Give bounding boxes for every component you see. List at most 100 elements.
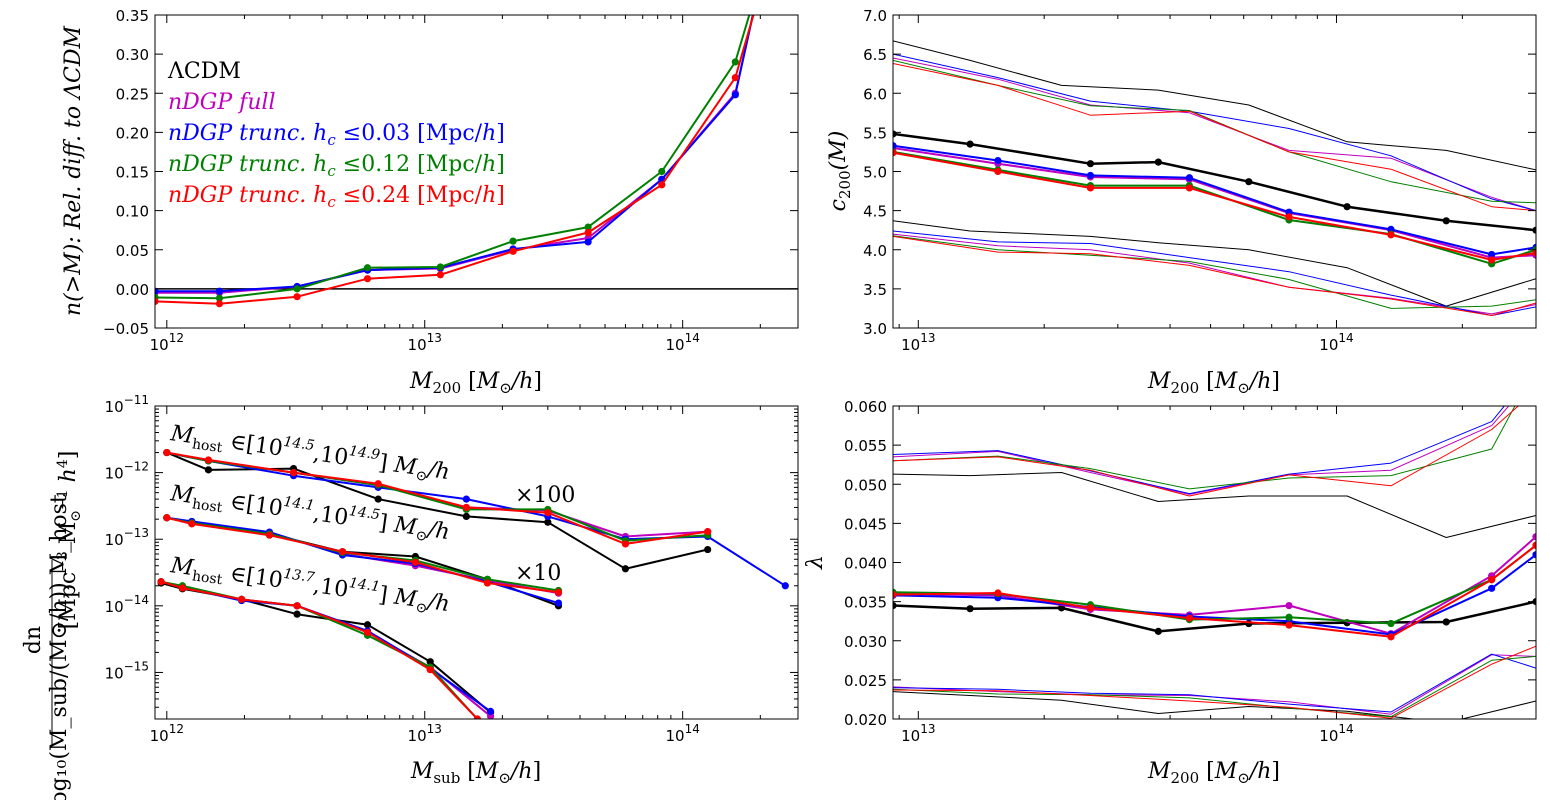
annotation: ×10: [515, 561, 561, 586]
data-point-hc003: [584, 238, 592, 246]
annotation: Mhost ∈[1013.7,1014.1] M⊙/h: [168, 550, 452, 620]
data-point-LCDM: [621, 565, 630, 573]
y-tick-label: 0.045: [844, 515, 887, 533]
data-point-hc024: [483, 579, 492, 587]
data-point-hc003: [1488, 584, 1496, 592]
y-axis-label: n(>M): Rel. diff. to ΛCDM: [61, 26, 86, 316]
data-point-hc024: [994, 167, 1002, 176]
y-tick-label: 0.050: [844, 476, 887, 494]
data-point-LCDM: [426, 658, 434, 666]
data-point-hc003: [554, 599, 563, 607]
y-tick-label: 0.020: [844, 711, 887, 729]
legend-entry-hc024: nDGP trunc. hc ≤0.24 [Mpc/h]: [168, 183, 505, 211]
series-line-hc024: [166, 451, 708, 545]
series-line-LCDM: [893, 600, 1536, 633]
data-point-LCDM: [1442, 618, 1450, 626]
y-tick-label: 10−15: [105, 659, 149, 682]
series-line-LCDM: [893, 40, 1536, 171]
series-line-LCDM: [893, 472, 1536, 538]
data-point-hc024: [293, 293, 301, 301]
data-point-hc003: [486, 707, 495, 716]
series-line-full: [893, 535, 1536, 635]
data-point-LCDM: [966, 605, 974, 613]
series-line-hc012: [893, 655, 1536, 718]
data-point-hc024: [731, 74, 739, 82]
data-point-LCDM: [1532, 226, 1536, 234]
svg-text:[Mpc−3 M⊙−1 h4]: [Mpc−3 M⊙−1 h4]: [55, 451, 84, 630]
data-point-hc024: [1285, 621, 1293, 629]
data-point-hc024: [752, 4, 759, 11]
data-point-hc024: [436, 271, 444, 279]
svg-text:dlog₁₀(M_sub/(M⊙/h)) M_host: dlog₁₀(M_sub/(M⊙/h)) M_host: [47, 494, 72, 800]
series-line-LCDM: [893, 132, 1536, 232]
data-point-hc024: [163, 514, 171, 522]
y-axis-label: [Mpc−3 M⊙−1 h4] dn dlog₁₀(M_sub/(M⊙/h)) …: [21, 451, 84, 800]
data-point-hc012: [436, 263, 444, 271]
y-tick-label: 0.20: [116, 124, 149, 142]
x-tick-label: 1013: [408, 331, 442, 354]
panel-subhalo-mass-function: 1012 1013 1014 10−15 10−14 10−13 10−12 10−11 Ms…: [21, 393, 799, 800]
series-line-hc012: [893, 235, 1536, 309]
data-point-hc024: [374, 480, 382, 488]
y-tick-label: 4.0: [863, 242, 887, 260]
data-point-hc012: [584, 223, 592, 231]
y-tick-label: 5.0: [863, 164, 887, 182]
data-point-hc024: [1285, 213, 1293, 221]
data-point-full: [1532, 533, 1536, 541]
series-line-hc012: [155, 15, 751, 300]
y-tick-label: 6.5: [863, 46, 887, 64]
data-point-hc003: [893, 142, 897, 150]
data-point-hc024: [1387, 231, 1395, 239]
data-point-hc024: [704, 528, 712, 536]
data-point-hc003: [1185, 174, 1194, 182]
x-axis-label: M200 [M⊙/h]: [1147, 369, 1280, 397]
y-tick-label: 4.5: [863, 203, 887, 221]
legend-entry-LCDM: ΛCDM: [167, 59, 241, 84]
y-tick-label: 0.00: [116, 281, 149, 299]
data-point-LCDM: [1086, 160, 1095, 168]
series-line-hc024: [893, 235, 1536, 316]
y-tick-label: 7.0: [863, 7, 887, 25]
data-point-hc012: [748, 4, 755, 11]
data-point-hc003: [1086, 171, 1095, 180]
data-point-LCDM: [1442, 217, 1450, 225]
y-tick-label: 0.035: [844, 594, 887, 612]
data-point-hc003: [751, 4, 758, 11]
series-line-hc003: [893, 144, 1536, 256]
data-point-hc024: [462, 503, 470, 512]
series-line-hc012: [893, 59, 1536, 204]
y-tick-label: 0.25: [116, 85, 149, 103]
data-point-LCDM: [293, 610, 301, 618]
data-point-hc003: [462, 495, 470, 503]
data-point-LCDM: [1154, 158, 1162, 166]
legend: ΛCDM nDGP full nDGP trunc. hc ≤0.03 [Mpc/h…: [167, 59, 505, 211]
data-point-full: [751, 4, 758, 11]
data-point-hc024: [293, 602, 301, 610]
data-point-LCDM: [893, 601, 897, 610]
y-tick-label: 0.055: [844, 437, 887, 455]
data-point-hc024: [215, 300, 224, 308]
data-point-hc024: [473, 715, 481, 719]
data-point-LCDM: [1343, 203, 1351, 211]
data-point-hc003: [781, 582, 789, 590]
data-point-hc012: [1387, 619, 1395, 628]
data-point-hc024: [163, 448, 171, 457]
data-point-hc024: [1488, 576, 1496, 584]
panel-spin-parameter: 1013 1014 0.020 0.025 0.030 0.035 0.040 0.045 0.…: [803, 398, 1537, 787]
y-tick-label: 10−14: [105, 593, 149, 616]
y-tick-label: 0.030: [844, 633, 887, 651]
svg-text:dn: dn: [21, 626, 46, 654]
data-point-hc024: [188, 520, 196, 528]
y-tick-label: 10−13: [105, 526, 149, 549]
panel-concentration: 1013 1014 3.0 3.5 4.0 4.5 5.0 5.5 6.0 6.5 7.0 M200…: [826, 7, 1537, 397]
y-tick-label: 5.5: [863, 124, 887, 142]
x-axis-label: M200 [M⊙/h]: [1147, 759, 1280, 787]
series-line-LCDM: [893, 691, 1536, 719]
x-tick-label: 1013: [408, 722, 442, 745]
y-tick-label: 0.040: [844, 555, 887, 573]
x-tick-label: 1012: [150, 331, 184, 354]
data-point-hc003: [1532, 551, 1536, 559]
series-line-full: [155, 15, 754, 294]
data-point-LCDM: [1154, 627, 1162, 635]
